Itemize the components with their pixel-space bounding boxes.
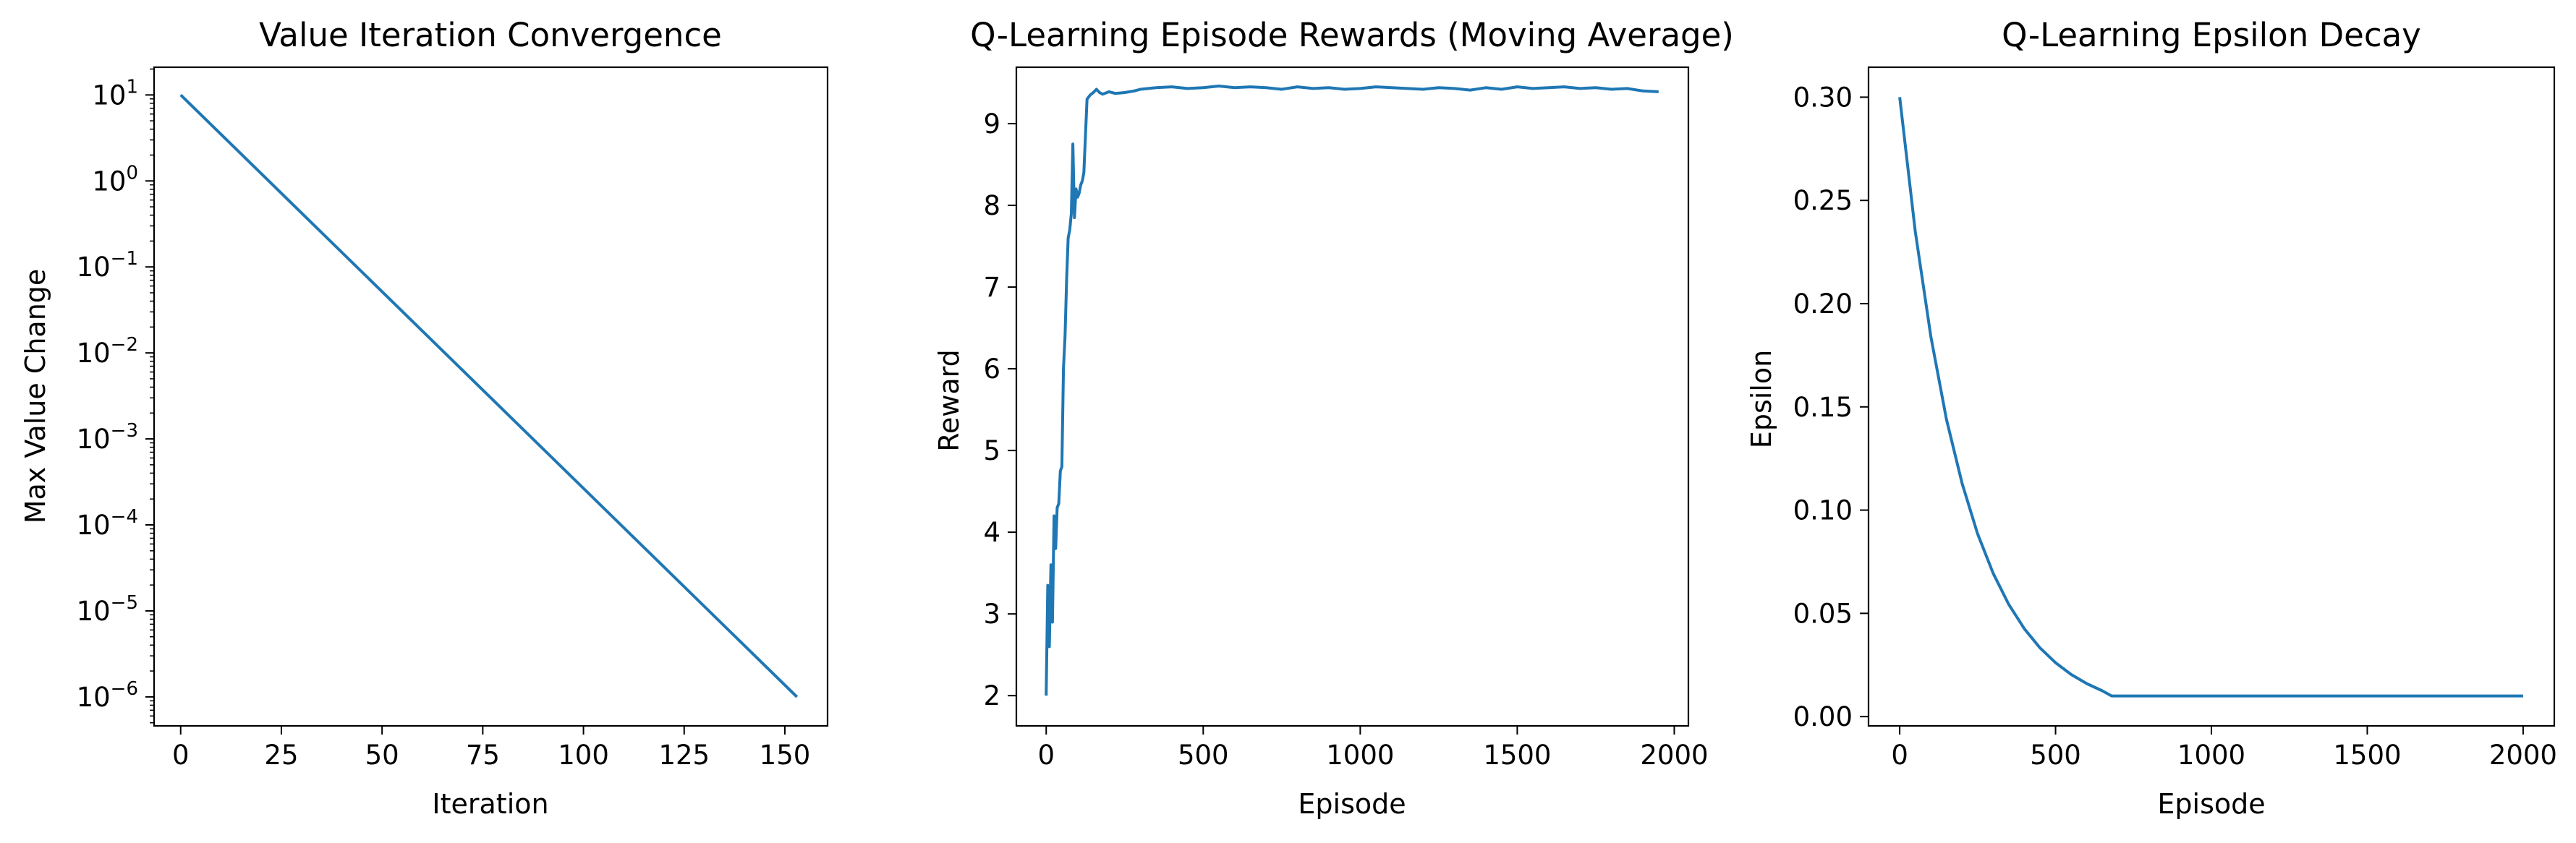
series-line — [179, 93, 799, 698]
x-tick-label: 1000 — [1326, 740, 1394, 771]
y-tick-label: 4 — [983, 517, 1000, 548]
x-tick-label: 0 — [1891, 740, 1908, 771]
y-tick-label: 2 — [983, 680, 1000, 711]
x-tick-label: 2000 — [1640, 740, 1708, 771]
axes-frame-1 — [153, 66, 829, 727]
x-ticks-1: 0 25 50 75 100 125 150 — [172, 726, 810, 771]
x-ticks-3: 0 500 1000 1500 2000 — [1891, 726, 2557, 771]
y-tick-label: 0.25 — [1793, 185, 1853, 216]
y-tick-label: 5 — [983, 435, 1000, 466]
y-tick-label: 0.00 — [1793, 701, 1853, 732]
x-tick-label: 500 — [1178, 740, 1229, 771]
axes-frame-2 — [1015, 66, 1690, 727]
y-tick-label: 0.20 — [1793, 288, 1853, 320]
chart-title-1: Value Iteration Convergence — [259, 16, 722, 54]
x-tick-label: 1500 — [2333, 740, 2401, 771]
plot-area-3 — [1898, 97, 2523, 698]
y-tick-label: 6 — [983, 354, 1000, 385]
series-line — [1045, 85, 1659, 696]
y-tick-label: 7 — [983, 272, 1000, 303]
y-axis-label-2: Reward — [933, 349, 965, 452]
x-tick-label: 100 — [558, 740, 609, 771]
x-axis-label-2: Episode — [1298, 788, 1406, 820]
chart-title-3: Q-Learning Epsilon Decay — [2002, 16, 2421, 54]
y-axis-label-3: Epsilon — [1746, 350, 1777, 448]
panel-q-learning-rewards: 0 500 1000 1500 2000 2 3 4 5 6 7 8 9 Q-Learning Epi… — [933, 16, 1734, 820]
x-tick-label: 125 — [658, 740, 710, 771]
series-line — [1898, 97, 2523, 698]
x-tick-label: 1000 — [2177, 740, 2245, 771]
x-tick-label: 2000 — [2489, 740, 2557, 771]
x-tick-label: 50 — [365, 740, 399, 771]
y-ticks-3: 0.00 0.05 0.10 0.15 0.20 0.25 0.30 — [1793, 82, 1869, 732]
x-ticks-2: 0 500 1000 1500 2000 — [1037, 726, 1709, 771]
x-tick-label: 25 — [264, 740, 298, 771]
y-tick-label: 10−1 — [77, 248, 138, 283]
x-tick-label: 0 — [172, 740, 190, 771]
x-axis-label-1: Iteration — [432, 788, 548, 820]
y-tick-label: 0.10 — [1793, 495, 1853, 526]
x-tick-label: 75 — [466, 740, 500, 771]
y-tick-label: 0.15 — [1793, 392, 1853, 423]
x-tick-label: 0 — [1037, 740, 1055, 771]
y-axis-label-1: Max Value Change — [20, 269, 51, 524]
panel-value-iteration: 0 25 50 75 100 125 150 10110010−110−210−310−41… — [20, 16, 829, 820]
y-tick-label: 0.30 — [1793, 82, 1853, 113]
y-tick-label: 8 — [983, 190, 1000, 221]
x-tick-label: 150 — [760, 740, 811, 771]
plot-area-2 — [1045, 85, 1659, 696]
y-tick-label: 9 — [983, 108, 1000, 140]
panel-epsilon-decay: 0 500 1000 1500 2000 0.00 0.05 0.10 0.15 0.20 0.2… — [1746, 16, 2557, 820]
y-ticks-2: 2 3 4 5 6 7 8 9 — [983, 108, 1016, 711]
x-tick-label: 1500 — [1483, 740, 1551, 771]
y-tick-label: 0.05 — [1793, 598, 1853, 629]
x-tick-label: 500 — [2030, 740, 2081, 771]
y-tick-label: 3 — [983, 599, 1000, 630]
plot-area-1 — [179, 93, 799, 698]
chart-title-2: Q-Learning Episode Rewards (Moving Avera… — [970, 16, 1734, 54]
x-axis-label-3: Episode — [2157, 788, 2265, 820]
